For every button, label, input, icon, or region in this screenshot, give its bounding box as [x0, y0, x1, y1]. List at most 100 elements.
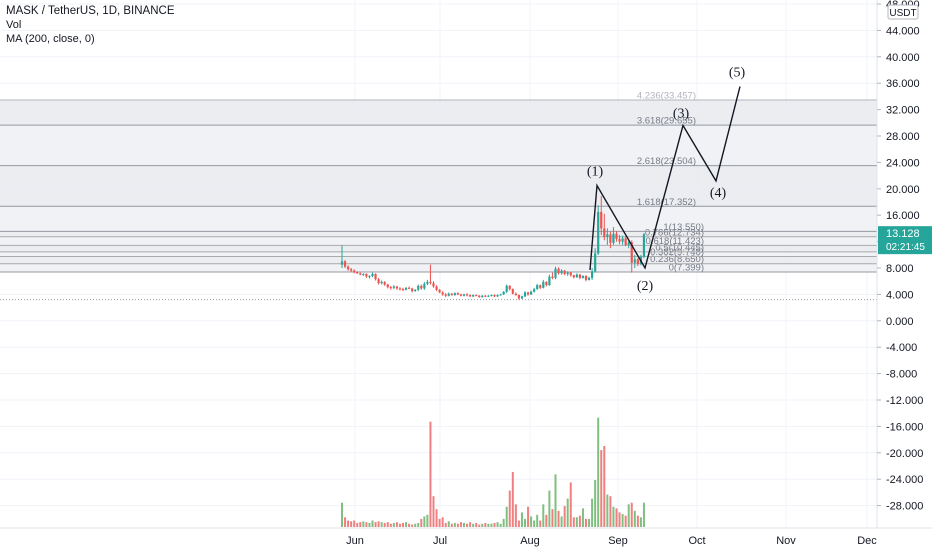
volume-bar: [612, 506, 615, 527]
volume-bar: [536, 514, 539, 527]
candle-body: [414, 289, 417, 292]
y-tick-label: 32.000: [886, 105, 920, 117]
x-tick-label: Sep: [608, 535, 628, 547]
elliott-wave-drawing[interactable]: (1) (2) (3) (4) (5): [587, 66, 746, 295]
candle-body: [392, 286, 395, 288]
candle-body: [557, 268, 560, 274]
volume-bar: [572, 517, 575, 527]
volume-bar: [633, 510, 636, 527]
volume-bar: [344, 517, 347, 527]
wave-label: (3): [673, 106, 690, 121]
volume-bar: [347, 520, 350, 527]
y-tick-label: -8.000: [886, 369, 917, 381]
volume-bar: [597, 417, 600, 527]
candle-body: [542, 281, 545, 288]
candle-body: [548, 276, 551, 286]
volume-bar: [585, 518, 587, 527]
fib-level-label: 0.382(9.748): [650, 247, 704, 258]
volume-bar: [588, 518, 591, 527]
candle-body: [426, 281, 429, 284]
volume-bar: [359, 522, 362, 527]
volume-bar: [389, 523, 392, 527]
candle-body: [609, 234, 612, 243]
vol-indicator-label[interactable]: Vol: [6, 19, 22, 31]
y-tick-label: -12.000: [886, 395, 923, 407]
y-tick-label: 44.000: [886, 25, 920, 37]
wave-label: (2): [637, 279, 654, 294]
volume-bar: [639, 517, 642, 527]
candle-body: [575, 274, 578, 278]
candle-body: [356, 271, 359, 274]
candle-body: [594, 253, 597, 272]
candle-body: [359, 273, 362, 275]
candle-body: [572, 275, 575, 278]
fib-level-label: 0(7.399): [669, 262, 704, 273]
ma-indicator-label[interactable]: MA (200, close, 0): [6, 33, 95, 45]
candle-body: [484, 295, 487, 297]
y-tick-label: 0.000: [886, 316, 914, 328]
y-tick-label: 24.000: [886, 157, 920, 169]
candle-body: [624, 238, 627, 245]
candle-body: [554, 268, 557, 278]
currency-label[interactable]: USDT: [889, 8, 916, 19]
candle-body: [587, 277, 591, 280]
candle-body: [417, 285, 420, 290]
volume-bar: [527, 506, 530, 527]
candle-body: [465, 294, 469, 296]
volume-bar: [392, 522, 395, 527]
candle-body: [493, 295, 496, 297]
fib-level-label: 3.618(29.655): [637, 116, 696, 127]
candle-body: [569, 272, 572, 276]
candle-body: [478, 295, 481, 298]
volume-bar: [487, 523, 490, 527]
y-tick-label: -4.000: [886, 342, 917, 354]
fib-level-label: 2.618(23.504): [637, 156, 696, 167]
candle-body: [618, 238, 621, 242]
volume-bar: [615, 508, 618, 527]
volume-bar: [481, 523, 484, 527]
candle-body: [563, 270, 566, 274]
candle-body: [444, 294, 447, 296]
candle-body: [530, 291, 533, 295]
volume-bar: [365, 522, 368, 527]
volume-bar: [563, 505, 566, 527]
volume-bar: [466, 523, 469, 527]
volume-bar: [417, 522, 420, 527]
y-tick-label: -20.000: [886, 448, 923, 460]
volume-bar: [539, 520, 542, 527]
volume-bar: [463, 522, 465, 527]
symbol-title[interactable]: MASK / TetherUS, 1D, BINANCE: [6, 5, 175, 17]
volume-bar: [456, 523, 459, 527]
fibonacci-retracement[interactable]: 0(7.399)0.236(8.650)0.382(9.748)0.5(10.4…: [0, 90, 877, 301]
volume-bar: [606, 494, 609, 527]
volume-bar: [478, 524, 481, 527]
fib-zone-band: [0, 263, 877, 272]
candle-body: [517, 295, 520, 299]
currency-badge[interactable]: [887, 4, 919, 20]
volume-bar: [405, 522, 408, 527]
x-tick-label: Nov: [776, 535, 796, 547]
volume-bar: [398, 523, 401, 527]
candle-body: [523, 292, 527, 297]
volume-bar: [581, 508, 584, 527]
fib-level-label: 1(13.550): [663, 222, 704, 233]
volume-bar: [502, 518, 505, 527]
candle-body: [636, 259, 639, 265]
volume-bar: [353, 520, 356, 527]
volume-bar: [459, 522, 462, 527]
chart-legend: MASK / TetherUS, 1D, BINANCE Vol MA (200…: [6, 4, 175, 46]
volume-bar: [618, 512, 621, 527]
candle-body: [347, 266, 350, 270]
volume-bar: [575, 517, 578, 527]
volume-bar: [591, 498, 594, 527]
candle-body: [566, 272, 569, 274]
candle-body: [511, 289, 514, 294]
candle-body: [450, 293, 453, 296]
volume-bar: [472, 523, 475, 527]
volume-bar: [469, 522, 472, 527]
candle-body: [453, 293, 456, 296]
fib-level-label: 0.5(10.445): [655, 242, 704, 253]
candle-body: [343, 261, 347, 267]
